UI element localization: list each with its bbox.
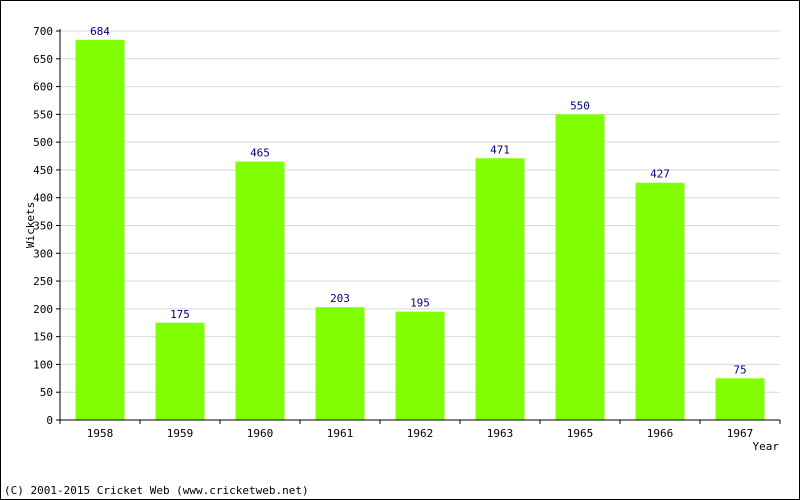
data-label: 471 (490, 143, 510, 156)
y-tick-label: 100 (33, 358, 53, 371)
x-tick-label: 1966 (647, 427, 674, 440)
y-tick-label: 350 (33, 220, 53, 233)
y-tick-label: 650 (33, 53, 53, 66)
y-axis-title: Wickets (24, 202, 37, 248)
bar-1966 (635, 182, 685, 420)
y-tick-label: 200 (33, 303, 53, 316)
x-tick-label: 1967 (727, 427, 754, 440)
data-label: 427 (650, 168, 670, 181)
data-label: 465 (250, 147, 270, 160)
y-tick-label: 50 (40, 386, 53, 399)
x-tick-label: 1958 (87, 427, 114, 440)
data-labels: 684 175 465 203 195 471 550 427 75 (90, 25, 747, 376)
y-tick-label: 300 (33, 247, 53, 260)
bar-1965 (555, 114, 605, 420)
y-tick-label: 700 (33, 25, 53, 38)
data-label: 175 (170, 308, 190, 321)
x-tick-label: 1960 (247, 427, 274, 440)
x-tick-label: 1965 (567, 427, 594, 440)
data-label: 75 (733, 363, 746, 376)
x-tick-label: 1961 (327, 427, 354, 440)
x-tick-label: 1962 (407, 427, 434, 440)
bars (75, 39, 765, 421)
y-tick-label: 400 (33, 192, 53, 205)
y-tick-label: 250 (33, 275, 53, 288)
bar-1958 (75, 39, 125, 421)
bar-1967 (715, 378, 765, 420)
y-tick-label: 150 (33, 331, 53, 344)
bar-1963 (475, 158, 525, 420)
bar-1959 (155, 322, 205, 420)
y-tick-label: 550 (33, 108, 53, 121)
x-tick-label: 1963 (487, 427, 514, 440)
x-tick-label: 1959 (167, 427, 194, 440)
y-tick-label: 0 (46, 414, 53, 427)
x-axis-title: Year (753, 440, 780, 453)
bar-1961 (315, 307, 365, 420)
bar-1960 (235, 161, 285, 421)
axes (59, 29, 780, 421)
x-tick-labels: 1958 1959 1960 1961 1962 1963 1965 1966 1967 (87, 427, 754, 440)
data-label: 684 (90, 25, 110, 38)
y-tick-labels: 0 50 100 150 200 250 300 350 400 450 500 550 600 650 7… (33, 25, 53, 427)
y-tick-label: 600 (33, 81, 53, 94)
data-label: 550 (570, 99, 590, 112)
data-label: 195 (410, 297, 430, 310)
copyright-footer: (C) 2001-2015 Cricket Web (www.cricketwe… (4, 484, 309, 497)
y-tick-label: 450 (33, 164, 53, 177)
data-label: 203 (330, 292, 350, 305)
y-tick-label: 500 (33, 136, 53, 149)
bar-1962 (395, 311, 445, 420)
